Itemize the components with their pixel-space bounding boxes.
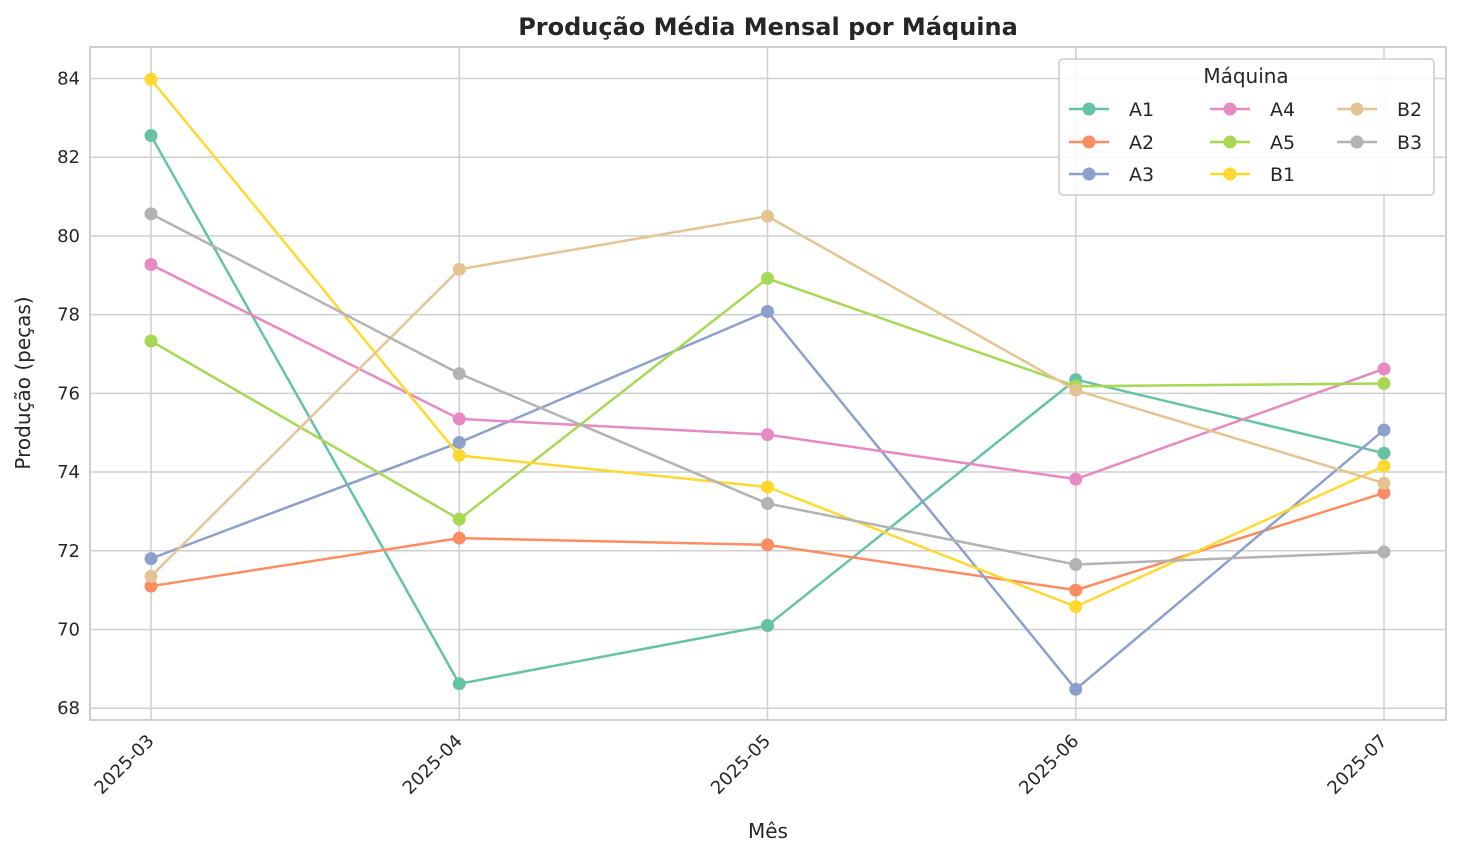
legend-marker bbox=[1223, 135, 1237, 149]
legend-label: B1 bbox=[1270, 164, 1295, 186]
data-point bbox=[452, 449, 466, 463]
legend-label: B3 bbox=[1397, 132, 1422, 154]
x-tick-label: 2025-07 bbox=[1323, 731, 1391, 799]
x-tick-label: 2025-05 bbox=[707, 731, 775, 799]
y-tick-label: 70 bbox=[57, 619, 80, 640]
legend-label: B2 bbox=[1397, 99, 1422, 121]
data-point bbox=[761, 497, 774, 511]
data-point bbox=[1069, 583, 1083, 597]
y-tick-label: 84 bbox=[57, 68, 80, 89]
series-b3 bbox=[144, 207, 1391, 572]
data-point bbox=[761, 480, 774, 494]
data-point bbox=[1377, 459, 1391, 473]
x-tick-label: 2025-06 bbox=[1015, 731, 1083, 799]
y-tick-label: 74 bbox=[57, 462, 80, 483]
data-point bbox=[761, 209, 774, 223]
data-point bbox=[452, 436, 466, 450]
y-tick-label: 82 bbox=[57, 147, 80, 168]
chart-title: Produção Média Mensal por Máquina bbox=[518, 13, 1018, 41]
y-tick-label: 76 bbox=[57, 383, 80, 404]
x-axis-ticks: 2025-03 2025-04 2025-05 2025-06 2025-07 bbox=[90, 731, 1391, 799]
data-point bbox=[144, 129, 158, 143]
y-tick-label: 68 bbox=[57, 698, 80, 719]
y-axis-label: Produção (peças) bbox=[11, 296, 35, 469]
legend-item-b3: B3 bbox=[1337, 132, 1422, 154]
data-point bbox=[1377, 423, 1391, 437]
series-group bbox=[144, 72, 1391, 696]
data-point bbox=[144, 552, 158, 566]
legend-label: A3 bbox=[1129, 164, 1154, 186]
data-point bbox=[452, 262, 466, 276]
data-point bbox=[144, 258, 158, 272]
series-b2 bbox=[144, 209, 1391, 583]
data-point bbox=[761, 304, 774, 318]
legend-item-a3: A3 bbox=[1069, 164, 1154, 186]
x-tick-label: 2025-03 bbox=[90, 731, 158, 799]
y-axis-ticks: 68 70 72 74 76 78 80 82 84 bbox=[57, 68, 80, 719]
legend-marker bbox=[1350, 135, 1364, 149]
data-point bbox=[1377, 545, 1391, 559]
plot-frame bbox=[89, 46, 1447, 721]
data-point bbox=[1377, 446, 1391, 460]
legend-item-a1: A1 bbox=[1069, 99, 1154, 121]
data-point bbox=[452, 531, 466, 545]
data-point bbox=[452, 512, 466, 526]
data-point bbox=[144, 207, 158, 221]
legend-item-b1: B1 bbox=[1210, 164, 1295, 186]
data-point bbox=[1069, 558, 1083, 572]
series-a3 bbox=[144, 304, 1391, 696]
legend-title: Máquina bbox=[1203, 64, 1288, 88]
legend-label: A4 bbox=[1270, 99, 1295, 121]
x-tick-label: 2025-04 bbox=[399, 731, 467, 799]
data-point bbox=[144, 569, 158, 583]
data-point bbox=[761, 619, 774, 633]
x-axis-label: Mês bbox=[748, 819, 788, 843]
data-point bbox=[144, 334, 158, 348]
data-point bbox=[761, 428, 774, 442]
legend-marker bbox=[1082, 135, 1096, 149]
legend-label: A1 bbox=[1129, 99, 1154, 121]
legend-item-a2: A2 bbox=[1069, 132, 1154, 154]
y-tick-label: 80 bbox=[57, 226, 80, 247]
legend-marker bbox=[1082, 102, 1096, 116]
data-point bbox=[452, 367, 466, 381]
data-point bbox=[1069, 383, 1083, 397]
legend-item-a5: A5 bbox=[1210, 132, 1295, 154]
data-point bbox=[1069, 682, 1083, 696]
data-point bbox=[761, 538, 774, 552]
legend-marker bbox=[1350, 102, 1364, 116]
legend-label: A2 bbox=[1129, 132, 1154, 154]
legend-marker bbox=[1223, 102, 1237, 116]
legend: Máquina A1 A2 A3 A4 A5 B1 B2 B3 bbox=[1058, 58, 1435, 196]
data-point bbox=[1377, 377, 1391, 390]
data-point bbox=[1377, 486, 1391, 500]
data-point bbox=[452, 412, 466, 426]
data-point bbox=[1377, 362, 1391, 376]
data-point bbox=[1069, 472, 1083, 486]
y-tick-label: 78 bbox=[57, 305, 80, 326]
series-a4 bbox=[144, 258, 1391, 486]
series-a2 bbox=[144, 486, 1391, 597]
data-point bbox=[761, 271, 774, 285]
legend-item-a4: A4 bbox=[1210, 99, 1295, 121]
legend-box bbox=[1058, 58, 1435, 196]
legend-marker bbox=[1082, 167, 1096, 181]
data-point bbox=[452, 677, 466, 691]
data-point bbox=[144, 72, 158, 86]
data-point bbox=[144, 579, 158, 593]
y-tick-label: 72 bbox=[57, 541, 80, 562]
legend-marker bbox=[1223, 167, 1237, 181]
data-point bbox=[1069, 600, 1083, 614]
data-point bbox=[1377, 476, 1391, 490]
legend-item-b2: B2 bbox=[1337, 99, 1422, 121]
legend-label: A5 bbox=[1270, 132, 1295, 154]
